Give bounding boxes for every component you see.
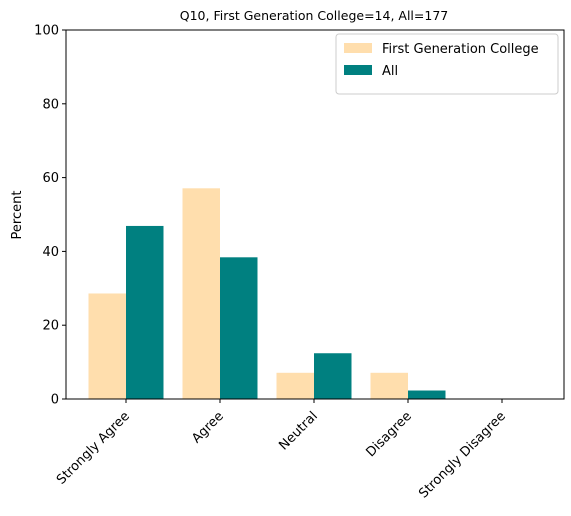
- x-tick-label: Agree: [189, 409, 227, 447]
- x-tick-label: Neutral: [276, 409, 321, 454]
- y-tick-label: 20: [42, 319, 59, 334]
- legend-label: First Generation College: [382, 42, 539, 57]
- y-tick-label: 100: [34, 24, 59, 39]
- y-tick-label: 60: [42, 171, 59, 186]
- x-tick-label: Strongly Disagree: [416, 409, 509, 502]
- bar-first-generation-college-agree: [182, 188, 220, 399]
- plot-frame: [65, 29, 565, 400]
- legend-label: All: [382, 64, 398, 79]
- bar-all-strongly-agree: [126, 225, 164, 399]
- chart-title: Q10, First Generation College=14, All=17…: [180, 8, 448, 23]
- bar-all-disagree: [408, 390, 446, 399]
- x-tick-label: Disagree: [363, 409, 414, 460]
- bar-first-generation-college-neutral: [276, 372, 314, 399]
- legend-swatch-first-generation-college: [344, 43, 372, 53]
- y-axis-title: Percent: [10, 191, 25, 240]
- legend: First Generation College All: [335, 33, 559, 95]
- legend-box: [335, 33, 559, 95]
- legend-swatch-all: [344, 65, 372, 75]
- bar-first-generation-college-disagree: [370, 372, 408, 399]
- y-tick-label: 0: [51, 393, 59, 408]
- bar-first-generation-college-strongly-agree: [88, 293, 126, 399]
- y-tick-label: 80: [42, 97, 59, 112]
- y-tick-label: 40: [42, 245, 59, 260]
- bar-all-neutral: [314, 353, 352, 399]
- plot-area: 0 20 40 60 80 100 Strongly Agree Agree Neutral Di…: [34, 24, 565, 502]
- x-tick-label: Strongly Agree: [54, 409, 133, 488]
- bar-all-agree: [220, 257, 258, 399]
